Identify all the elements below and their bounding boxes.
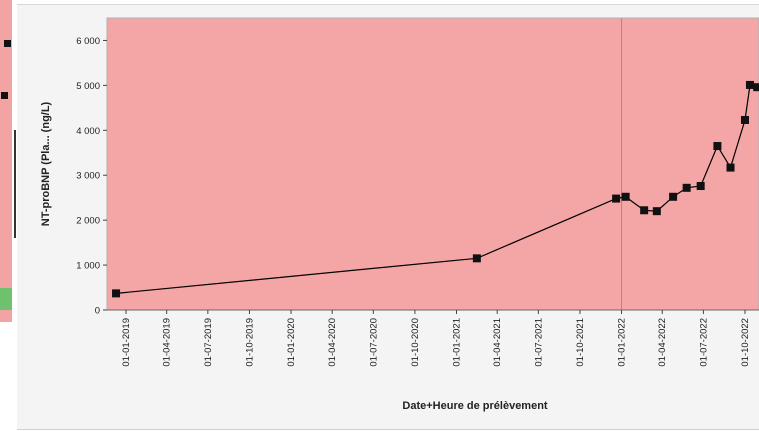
data-point[interactable]: [745, 80, 754, 89]
data-point[interactable]: [472, 254, 481, 263]
data-point[interactable]: [612, 194, 621, 203]
data-points: [112, 80, 759, 298]
x-tick-label: 01-01-2019: [121, 318, 132, 367]
x-tick-label: 01-07-2021: [533, 318, 544, 367]
adjacent-chart-green-band: [0, 288, 12, 310]
y-axis: 0 1 000 2 000 3 000 4 000 5 000 6 000: [76, 36, 107, 317]
chart-panel: 0 1 000 2 000 3 000 4 000 5 000 6 000 01-01-20…: [17, 4, 759, 430]
x-tick-label: 01-04-2022: [657, 318, 668, 367]
data-point[interactable]: [726, 163, 735, 172]
x-tick-label: 01-07-2020: [368, 318, 379, 367]
data-point[interactable]: [682, 183, 691, 192]
data-point[interactable]: [112, 289, 121, 298]
x-tick-label: 01-10-2019: [244, 318, 255, 367]
x-tick-label: 01-10-2021: [575, 318, 586, 367]
x-axis: 01-01-2019 01-04-2019 01-07-2019 01-10-2019…: [107, 309, 759, 367]
data-point[interactable]: [713, 142, 722, 151]
data-point[interactable]: [740, 115, 749, 124]
panel-splitter[interactable]: [14, 130, 16, 238]
x-axis-title: Date+Heure de prélèvement: [402, 400, 548, 412]
x-tick-label: 01-01-2020: [286, 318, 297, 367]
y-tick-label: 2 000: [76, 216, 100, 227]
x-tick-label: 01-04-2020: [327, 318, 338, 367]
x-tick-label: 01-10-2022: [740, 318, 751, 367]
data-point[interactable]: [621, 192, 630, 201]
plot-area: [106, 17, 759, 311]
x-tick-label: 01-07-2019: [203, 318, 214, 367]
adjacent-data-point: [4, 40, 11, 47]
adjacent-chart-fragment: [0, 0, 12, 322]
data-point[interactable]: [640, 206, 649, 215]
y-tick-label: 5 000: [76, 81, 100, 92]
data-point[interactable]: [753, 83, 759, 92]
x-tick-label: 01-01-2021: [452, 318, 463, 367]
y-tick-label: 6 000: [76, 36, 100, 47]
x-tick-label: 01-04-2019: [162, 318, 173, 367]
x-tick-label: 01-01-2022: [617, 318, 628, 367]
y-axis-title: NT-proBNP (Pla... (ng/L): [40, 101, 52, 226]
y-tick-label: 1 000: [76, 261, 100, 272]
x-tick-label: 01-04-2021: [492, 318, 503, 367]
x-tick-label: 01-10-2020: [410, 318, 421, 367]
data-point[interactable]: [652, 207, 661, 216]
data-point[interactable]: [669, 192, 678, 201]
adjacent-data-point: [1, 92, 8, 99]
y-tick-label: 3 000: [76, 171, 100, 182]
y-tick-label: 0: [95, 306, 100, 317]
x-tick-label: 01-07-2022: [698, 318, 709, 367]
line-chart: 0 1 000 2 000 3 000 4 000 5 000 6 000 01-01-20…: [40, 17, 759, 412]
data-point[interactable]: [696, 182, 705, 191]
y-tick-label: 4 000: [76, 126, 100, 137]
